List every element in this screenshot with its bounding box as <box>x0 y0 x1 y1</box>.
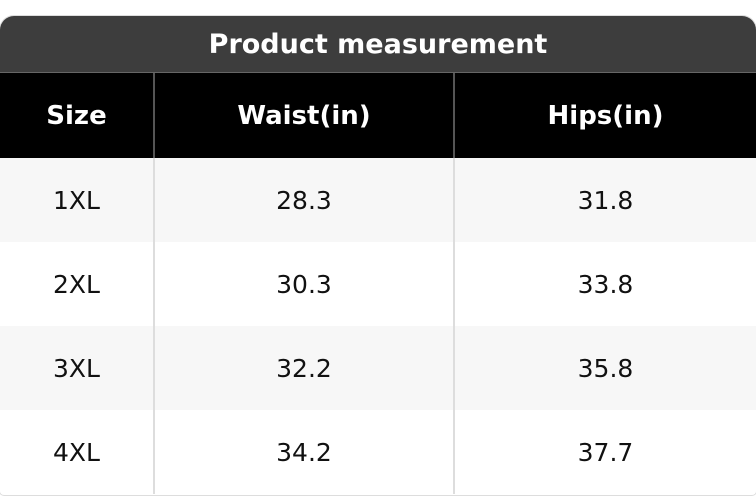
measurement-table: Product measurement Size Waist(in) Hips(in… <box>0 16 756 495</box>
table-cell: 34.2 <box>155 410 455 494</box>
table-row: 4XL 34.2 37.7 <box>0 410 756 494</box>
header-cell: Waist(in) <box>155 73 455 158</box>
table-cell: 37.7 <box>577 437 634 467</box>
header-row: Size Waist(in) Hips(in) <box>0 73 756 158</box>
table-cell: 4XL <box>0 410 155 494</box>
table-row: 2XL 30.3 33.8 <box>0 242 756 326</box>
table-row: 3XL 32.2 35.8 <box>0 326 756 410</box>
table-cell: 3XL <box>0 326 155 410</box>
table-cell: 28.3 <box>155 158 455 242</box>
table-title: Product measurement <box>0 16 756 73</box>
table-body: 1XL 28.3 31.8 2XL 30.3 33.8 3XL 32.2 35.8 4XL 34.2… <box>0 158 756 494</box>
table-cell: 35.8 <box>577 353 634 383</box>
table-cell: 33.8 <box>577 269 634 299</box>
table-cell: 1XL <box>0 158 155 242</box>
table-cell: 2XL <box>0 242 155 326</box>
table-row: 1XL 28.3 31.8 <box>0 158 756 242</box>
header-cell: Size <box>0 73 155 158</box>
table-cell: 32.2 <box>155 326 455 410</box>
table-cell: 30.3 <box>155 242 455 326</box>
table-cell: 31.8 <box>577 185 634 215</box>
header-cell: Hips(in) <box>547 100 664 131</box>
